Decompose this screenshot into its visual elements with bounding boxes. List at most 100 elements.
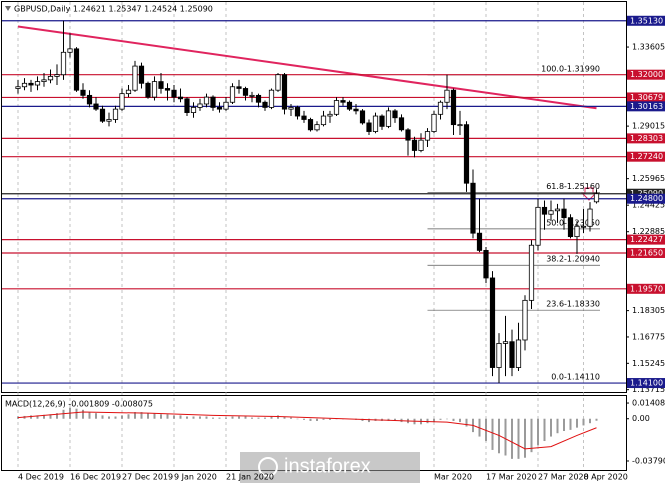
- macd-bar: [257, 417, 260, 419]
- watermark-logo: [258, 457, 278, 477]
- level-label: 1.27240: [630, 152, 663, 161]
- level-box: [627, 133, 665, 144]
- candle-body: [470, 182, 476, 234]
- macd-bar: [36, 415, 39, 419]
- candle-body: [457, 124, 463, 127]
- x-tick-label: 21 Jan 2020: [226, 473, 274, 482]
- candle-body: [528, 244, 535, 301]
- watermark-band: [240, 452, 420, 483]
- macd-signal: [17, 411, 597, 450]
- macd-bar: [121, 415, 123, 419]
- candle-body: [515, 339, 522, 368]
- macd-bar: [192, 416, 195, 419]
- macd-bar: [433, 418, 435, 423]
- candle-body: [80, 89, 86, 96]
- level-box: [627, 247, 665, 258]
- candle-body: [60, 51, 67, 76]
- candle-body: [509, 341, 515, 368]
- candle-body: [333, 100, 340, 115]
- price-pane: [1, 1, 627, 393]
- candle-body: [522, 299, 528, 341]
- candle-body: [236, 86, 242, 89]
- level-label: 1.24800: [630, 194, 663, 203]
- macd-bar: [212, 417, 214, 419]
- candle-body: [379, 115, 385, 127]
- y-tick-label: 1.22885: [632, 227, 665, 236]
- macd-bar: [88, 412, 91, 419]
- level-box: [627, 101, 665, 112]
- candle-body: [197, 103, 203, 108]
- watermark: instaforex: [284, 455, 371, 477]
- candle-body: [268, 89, 275, 108]
- candle-body: [424, 131, 431, 141]
- macd-y-tick-label: 0.014082: [632, 399, 665, 408]
- candle-body: [125, 89, 132, 95]
- candle-body: [177, 96, 184, 100]
- macd-bar: [569, 418, 572, 430]
- candle-body: [73, 48, 80, 91]
- macd-bar: [290, 417, 292, 419]
- macd-bar: [543, 418, 546, 442]
- macd-bar: [576, 418, 578, 428]
- level-box: [627, 15, 665, 26]
- candle-body: [535, 206, 541, 246]
- candle-body: [288, 107, 294, 110]
- candle-body: [54, 74, 60, 77]
- candle-body: [158, 81, 164, 89]
- macd-bar: [296, 418, 299, 420]
- level-box: [627, 69, 665, 80]
- candle-body: [145, 82, 151, 98]
- y-tick-label: 1.13715: [632, 385, 665, 394]
- candle-body: [502, 341, 509, 344]
- candle-body: [489, 277, 496, 368]
- candle-body: [301, 115, 307, 120]
- candle-body: [151, 81, 158, 98]
- macd-bar: [485, 418, 487, 442]
- candle-body: [184, 98, 190, 113]
- candle-body: [21, 82, 28, 88]
- macd-bar: [56, 413, 58, 419]
- x-tick-label: Mar 2020: [434, 473, 472, 482]
- candle-body: [548, 210, 554, 215]
- y-tick-label: 1.29015: [632, 122, 665, 131]
- macd-bar: [329, 418, 331, 420]
- level-label: 1.30679: [630, 93, 663, 102]
- macd-bar: [491, 418, 494, 450]
- candle-body: [203, 96, 210, 105]
- macd-y-tick-label: -0.037909: [632, 456, 665, 465]
- candle-body: [67, 48, 73, 53]
- candle-body: [106, 119, 112, 122]
- macd-label: MACD(12,26,9) -0.001809 -0.008075: [5, 400, 153, 409]
- macd-bar: [452, 418, 455, 421]
- candle-body: [86, 94, 93, 105]
- candle-body: [483, 250, 489, 279]
- candle-body: [580, 225, 587, 228]
- candle-body: [164, 88, 171, 91]
- macd-bar: [82, 409, 84, 419]
- candle-body: [190, 107, 197, 113]
- macd-bar: [134, 412, 136, 419]
- candle-body: [99, 108, 106, 122]
- macd-bar: [589, 418, 591, 424]
- level-box: [627, 378, 665, 389]
- macd-bar: [199, 416, 201, 419]
- candle-body: [320, 115, 327, 126]
- candle-body: [307, 119, 314, 131]
- macd-bar: [459, 418, 461, 423]
- candle-body: [294, 107, 301, 117]
- candle-body: [255, 94, 262, 103]
- macd-bar: [114, 416, 117, 419]
- level-label: 1.22427: [630, 235, 663, 244]
- level-box: [627, 193, 665, 204]
- candle-body: [411, 139, 418, 151]
- macd-bar: [160, 414, 162, 419]
- macd-bar: [251, 417, 253, 419]
- macd-bar: [147, 413, 149, 419]
- candle-body: [262, 101, 268, 108]
- candle-body: [372, 115, 379, 132]
- fib-label: 61.8-1.25160: [546, 182, 600, 191]
- macd-bar: [173, 415, 175, 419]
- y-tick-label: 1.33605: [632, 43, 665, 52]
- candle-body: [340, 100, 346, 103]
- macd-bar: [127, 414, 130, 419]
